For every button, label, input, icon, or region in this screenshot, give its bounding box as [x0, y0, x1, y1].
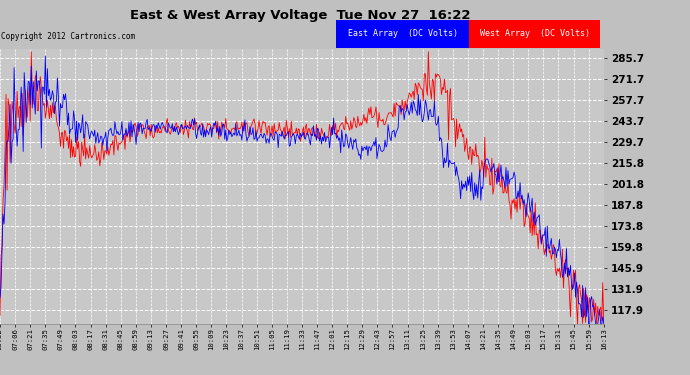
- Text: West Array  (DC Volts): West Array (DC Volts): [480, 30, 590, 39]
- Text: East & West Array Voltage  Tue Nov 27  16:22: East & West Array Voltage Tue Nov 27 16:…: [130, 9, 471, 22]
- Text: East Array  (DC Volts): East Array (DC Volts): [348, 30, 457, 39]
- Text: Copyright 2012 Cartronics.com: Copyright 2012 Cartronics.com: [1, 32, 135, 41]
